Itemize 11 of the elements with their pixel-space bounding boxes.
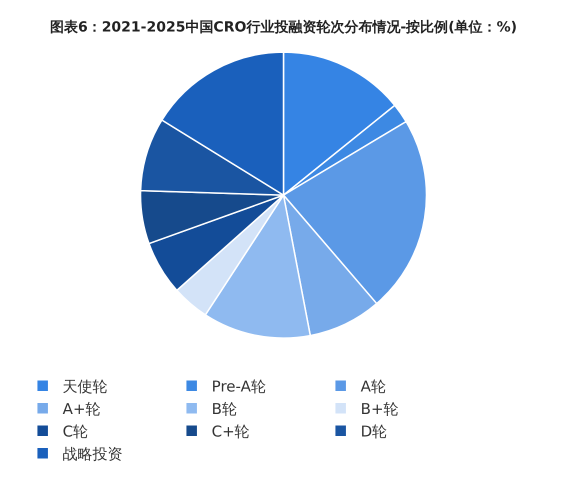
- legend-label: D轮: [360, 422, 388, 441]
- legend-label: B+轮: [360, 400, 399, 418]
- legend-label: C轮: [62, 422, 88, 441]
- legend-label: A+轮: [62, 400, 101, 418]
- legend-label: 天使轮: [62, 378, 108, 396]
- legend-label: B轮: [212, 400, 237, 418]
- legend-label: A轮: [360, 378, 386, 396]
- chart-title: 图表6：2021-2025中国CRO行业投融资轮次分布情况-按比例(单位：%): [50, 20, 518, 36]
- legend-label: C+轮: [212, 422, 250, 441]
- legend-label: 战略投资: [62, 445, 123, 464]
- legend-label: Pre-A轮: [212, 378, 266, 396]
